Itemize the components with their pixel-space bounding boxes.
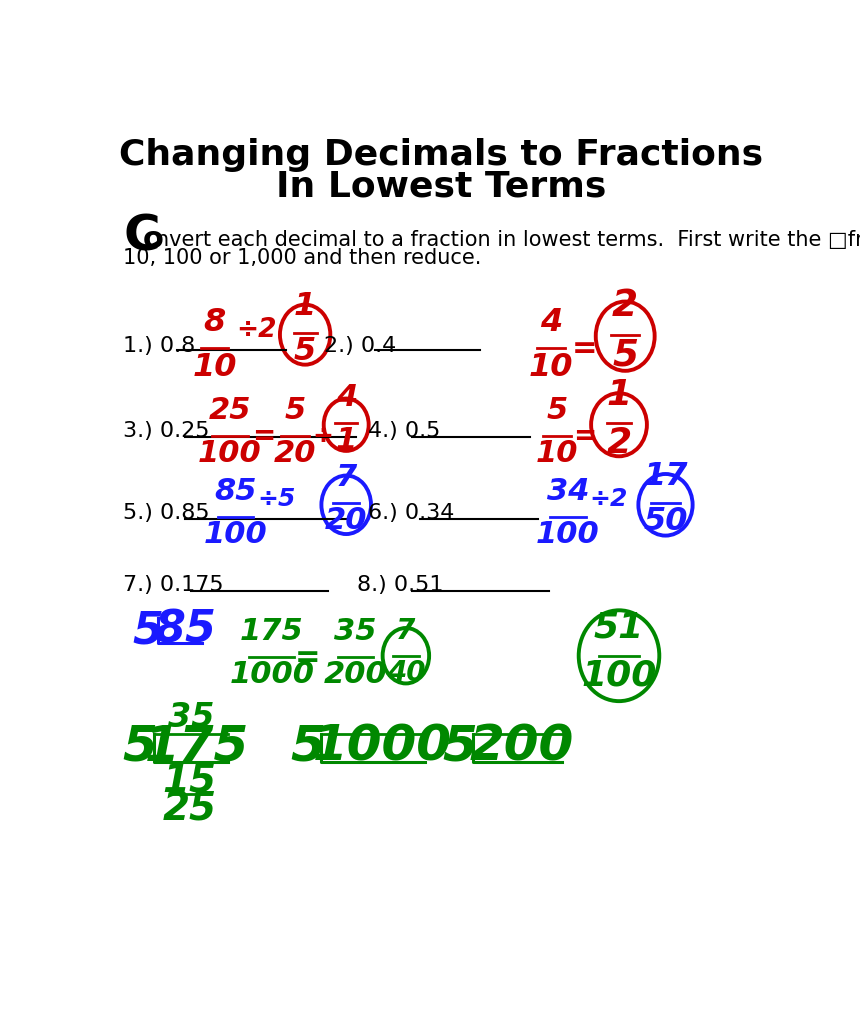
- Text: 4.) 0.5: 4.) 0.5: [368, 421, 440, 441]
- Text: 1: 1: [294, 291, 316, 323]
- Text: 5: 5: [294, 336, 316, 368]
- Text: 8.) 0.51: 8.) 0.51: [357, 574, 444, 595]
- Text: nvert each decimal to a fraction in lowest terms.  First write the □fraction ove: nvert each decimal to a fraction in lowe…: [156, 230, 860, 250]
- Text: 35: 35: [335, 617, 377, 646]
- Text: 35: 35: [168, 700, 214, 734]
- Text: 1: 1: [606, 379, 631, 413]
- Text: 5: 5: [132, 609, 163, 652]
- Text: 7.) 0.175: 7.) 0.175: [123, 574, 224, 595]
- Text: 5: 5: [546, 395, 568, 425]
- Text: 2: 2: [612, 288, 638, 324]
- Text: 5: 5: [123, 723, 157, 771]
- Text: 5: 5: [612, 338, 638, 374]
- Text: 5: 5: [285, 395, 305, 425]
- Text: 100: 100: [204, 520, 267, 549]
- Text: 15: 15: [163, 762, 217, 800]
- Text: 85: 85: [154, 608, 216, 651]
- Text: 100: 100: [581, 658, 657, 693]
- Text: 51: 51: [594, 611, 644, 645]
- Text: 4: 4: [540, 307, 562, 338]
- Text: =: =: [574, 422, 597, 450]
- Text: ÷5: ÷5: [257, 486, 296, 511]
- Text: 20: 20: [273, 438, 316, 468]
- Text: 1000: 1000: [313, 723, 452, 771]
- Text: 10, 100 or 1,000 and then reduce.: 10, 100 or 1,000 and then reduce.: [123, 248, 482, 267]
- Text: 5: 5: [290, 723, 325, 771]
- Text: 2.) 0.4: 2.) 0.4: [324, 336, 396, 356]
- Text: 10: 10: [192, 351, 236, 383]
- Text: C: C: [123, 213, 160, 261]
- Text: 200: 200: [470, 723, 574, 771]
- Text: Changing Decimals to Fractions: Changing Decimals to Fractions: [119, 138, 763, 172]
- Text: 50: 50: [643, 506, 688, 538]
- Text: 40: 40: [387, 658, 425, 687]
- Text: 25: 25: [209, 395, 251, 425]
- Text: =: =: [571, 334, 597, 362]
- Text: 7: 7: [396, 616, 415, 645]
- Text: 8: 8: [203, 307, 225, 338]
- Text: 20: 20: [325, 506, 367, 536]
- Text: 10: 10: [536, 438, 578, 468]
- Text: 1000: 1000: [230, 660, 314, 689]
- Text: =: =: [253, 422, 276, 450]
- Text: o: o: [143, 225, 163, 254]
- Text: ÷: ÷: [312, 424, 334, 447]
- Text: =: =: [295, 643, 320, 672]
- Text: 100: 100: [198, 438, 261, 468]
- Text: 3.) 0.25: 3.) 0.25: [123, 421, 210, 441]
- Text: 4: 4: [335, 383, 357, 413]
- Text: ÷2: ÷2: [589, 486, 627, 511]
- Text: In Lowest Terms: In Lowest Terms: [275, 169, 606, 203]
- Text: 5: 5: [443, 723, 477, 771]
- Text: 2: 2: [606, 426, 631, 460]
- Text: 10: 10: [529, 351, 573, 383]
- Text: 200: 200: [323, 660, 387, 689]
- Text: 85: 85: [214, 477, 256, 506]
- Text: 25: 25: [163, 791, 217, 828]
- Text: ÷2: ÷2: [236, 317, 277, 343]
- Text: 175: 175: [145, 723, 249, 771]
- Text: 100: 100: [536, 520, 599, 549]
- Text: 175: 175: [240, 617, 304, 646]
- Text: 1: 1: [335, 426, 357, 456]
- Text: 34: 34: [547, 477, 589, 506]
- Text: 5.) 0.85: 5.) 0.85: [123, 503, 210, 522]
- Text: 7: 7: [335, 464, 357, 493]
- Text: 1.) 0.8: 1.) 0.8: [123, 336, 195, 356]
- Text: 17: 17: [643, 462, 688, 493]
- Text: 6.) 0.34: 6.) 0.34: [368, 503, 454, 522]
